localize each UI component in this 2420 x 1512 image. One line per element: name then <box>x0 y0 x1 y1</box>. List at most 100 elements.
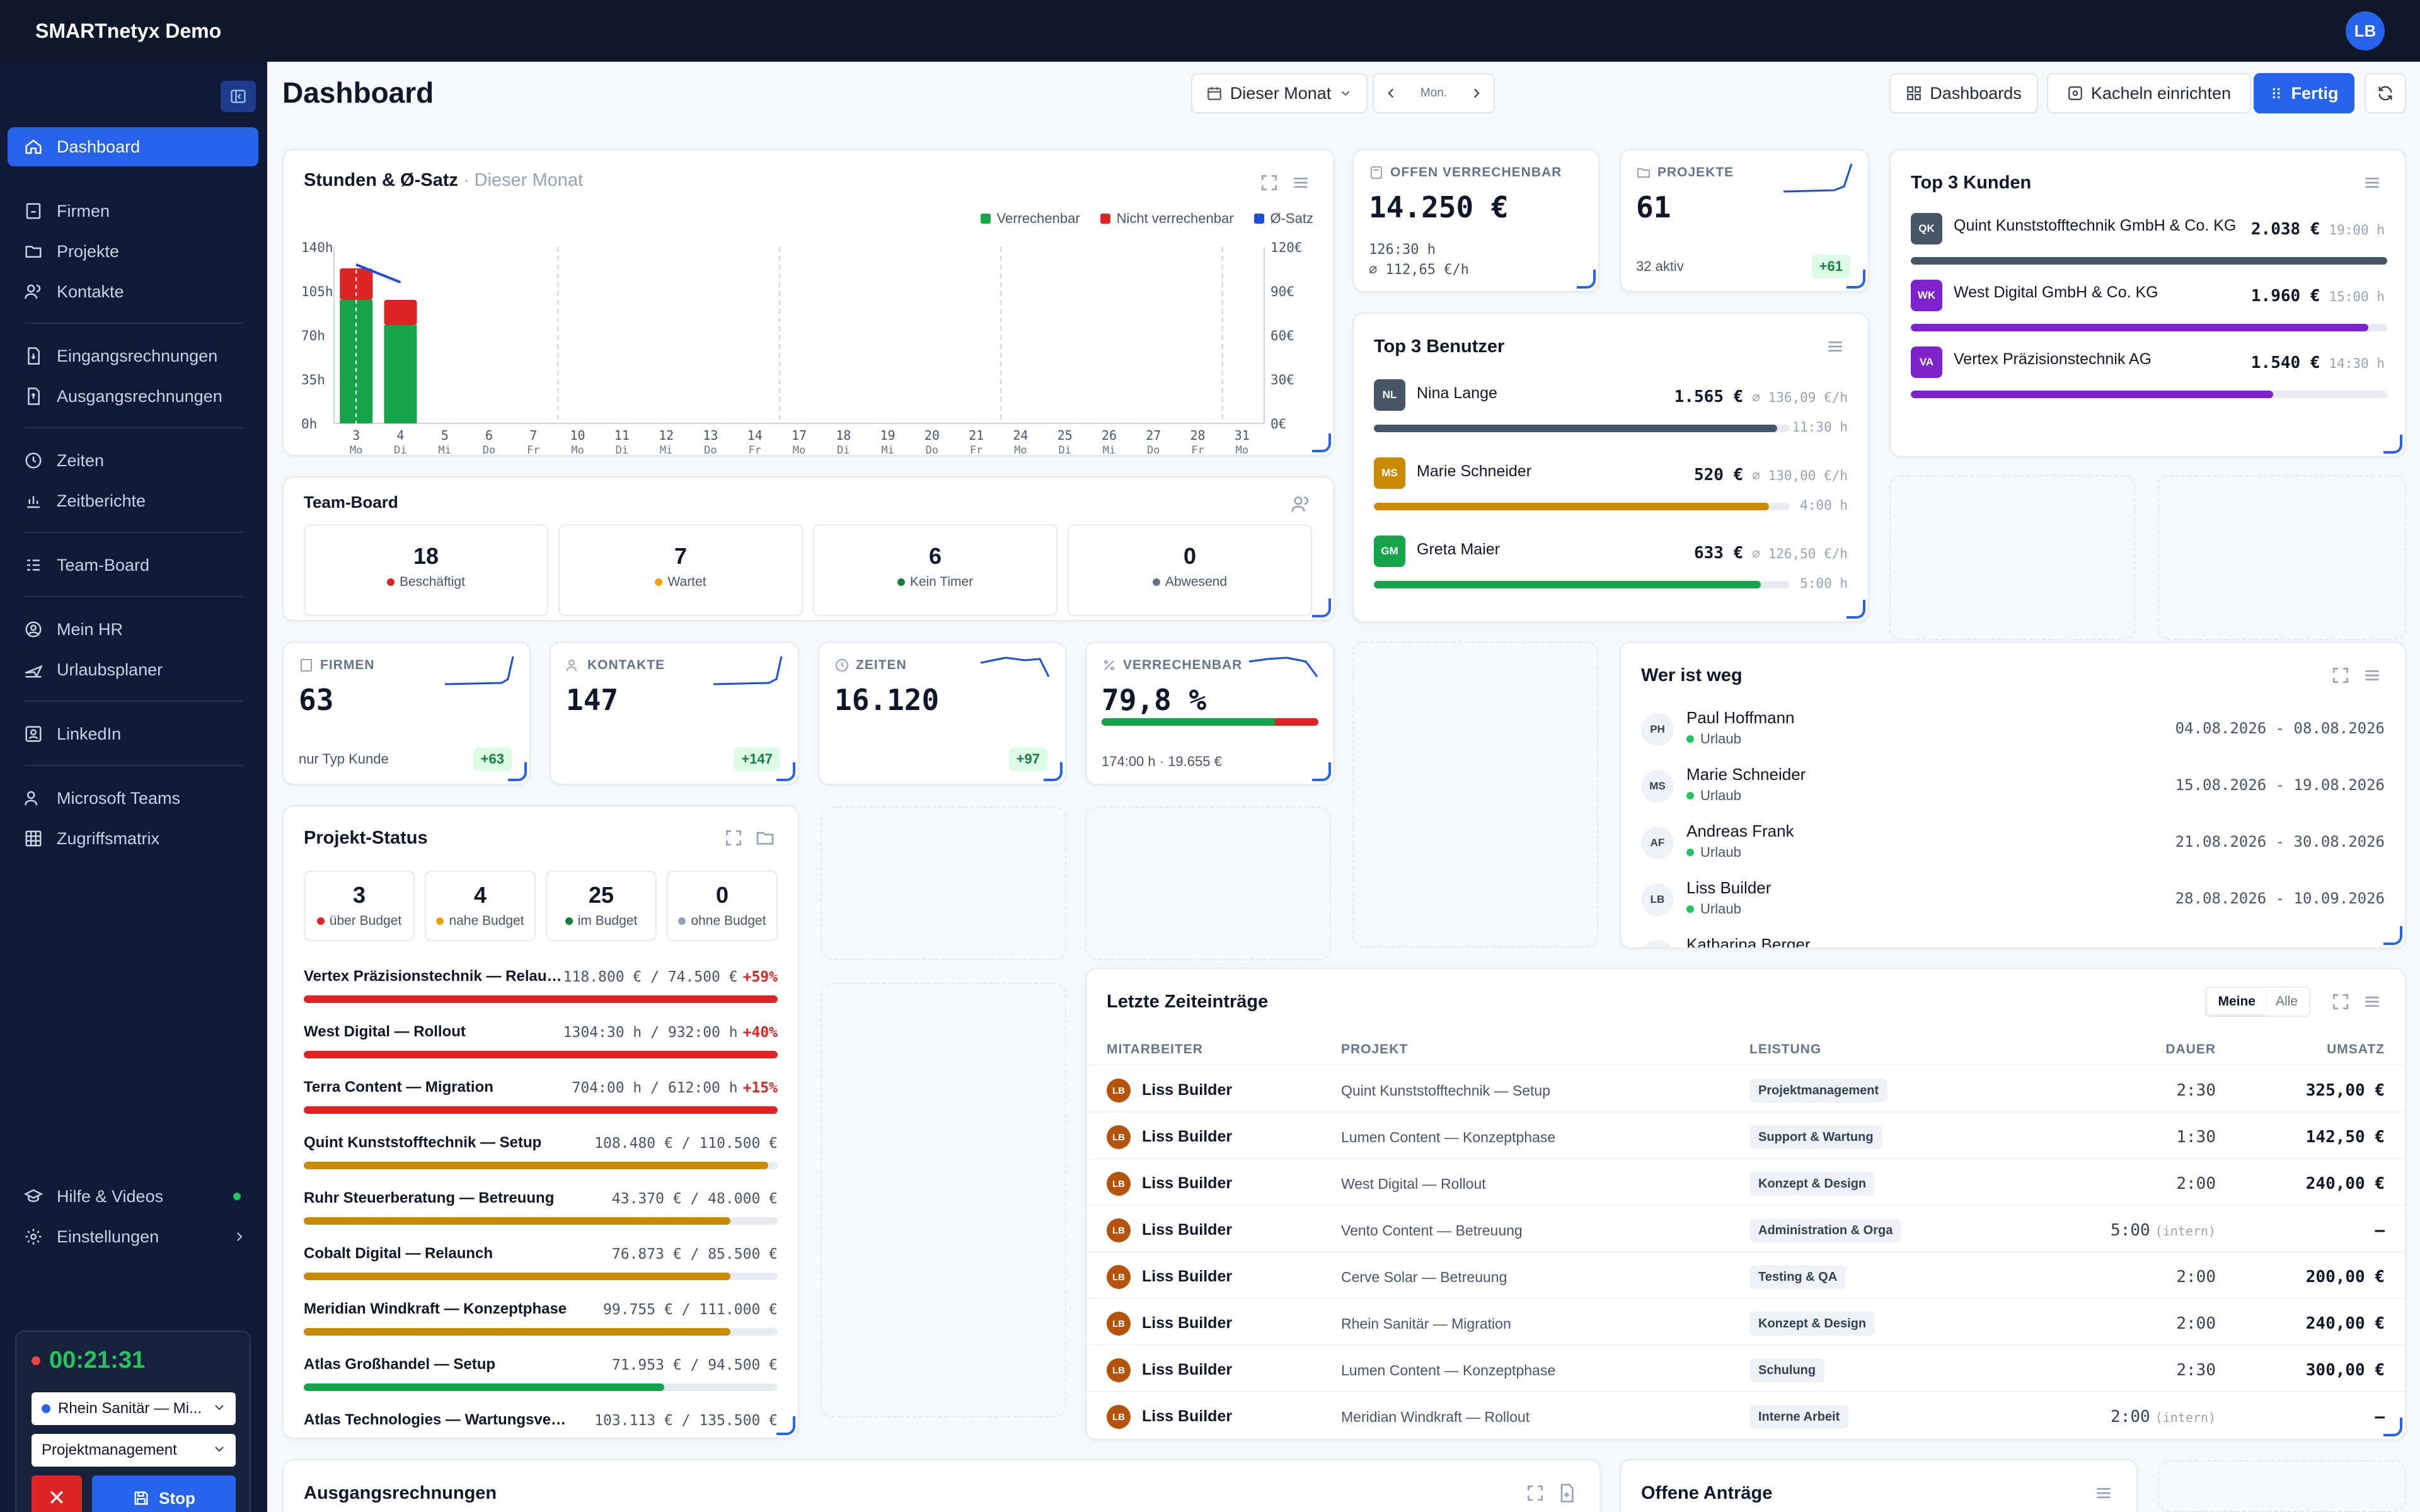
customer-name[interactable]: West Digital GmbH & Co. KG <box>1954 284 2158 301</box>
col-mitarbeiter[interactable]: MITARBEITER <box>1107 1042 1203 1057</box>
resize-handle[interactable] <box>2383 435 2402 454</box>
project-name[interactable]: Atlas Technologies — Wartungsvertrag <box>304 1411 568 1428</box>
users-icon[interactable] <box>1291 494 1311 514</box>
timer-project-select[interactable]: Rhein Sanitär — Mi... <box>32 1392 236 1425</box>
sidebar-item-ausgangsrechnungen[interactable]: Ausgangsrechnungen <box>8 377 258 416</box>
team-stat-waiting[interactable]: 7 Wartet <box>558 524 803 616</box>
file-add-icon[interactable] <box>1557 1483 1577 1503</box>
team-stat-absent[interactable]: 0 Abwesend <box>1068 524 1312 616</box>
absence-row[interactable]: MS Marie Schneider Urlaub 15.08.2026 - 19.0… <box>1641 762 2385 819</box>
resize-handle[interactable] <box>1312 433 1331 452</box>
customer-name[interactable]: Quint Kunststofftechnik GmbH & Co. KG <box>1954 217 2237 234</box>
toggle-alle[interactable]: Alle <box>2275 994 2298 1009</box>
project-name[interactable]: Atlas Großhandel — Setup <box>304 1356 496 1373</box>
resize-handle[interactable] <box>1312 598 1331 617</box>
col-dauer[interactable]: DAUER <box>2165 1042 2216 1057</box>
resize-handle[interactable] <box>1044 762 1063 781</box>
sidebar-item-projekte[interactable]: Projekte <box>8 232 258 271</box>
sidebar-item-hilfe[interactable]: Hilfe & Videos <box>8 1177 258 1216</box>
sidebar-item-team-board[interactable]: Team-Board <box>8 546 258 585</box>
team-stat-busy[interactable]: 18 Beschäftigt <box>304 524 548 616</box>
period-select[interactable]: Dieser Monat <box>1191 73 1368 113</box>
team-stat-no-timer[interactable]: 6 Kein Timer <box>813 524 1057 616</box>
table-row[interactable]: LB Liss Builder Meridian Windkraft — Rollo… <box>1086 1391 2405 1438</box>
project-name[interactable]: Cobalt Digital — Relaunch <box>304 1245 493 1262</box>
expand-icon[interactable] <box>1525 1483 1545 1503</box>
done-button[interactable]: Fertig <box>2254 73 2354 113</box>
dashboards-button[interactable]: Dashboards <box>1889 73 2038 113</box>
project-name[interactable]: Quint Kunststofftechnik — Setup <box>304 1134 542 1151</box>
col-projekt[interactable]: PROJEKT <box>1341 1042 1409 1057</box>
bar-billable[interactable] <box>384 325 417 423</box>
sidebar-item-einstellungen[interactable]: Einstellungen <box>8 1217 258 1256</box>
absence-row[interactable]: LB Liss Builder Urlaub 28.08.2026 - 10.09.2… <box>1641 876 2385 932</box>
resize-handle[interactable] <box>776 1416 795 1435</box>
project-name[interactable]: West Digital — Rollout <box>304 1023 466 1040</box>
absence-row[interactable]: AF Andreas Frank Urlaub 21.08.2026 - 30.08.… <box>1641 819 2385 876</box>
sidebar-collapse-button[interactable] <box>221 81 256 112</box>
table-row[interactable]: LB Liss Builder Lumen Content — Konzeptpha… <box>1086 1344 2405 1391</box>
sidebar-item-zeitberichte[interactable]: Zeitberichte <box>8 481 258 520</box>
menu-icon[interactable] <box>2362 992 2382 1012</box>
resize-handle[interactable] <box>2383 926 2402 945</box>
absence-row[interactable]: PH Paul Hoffmann Urlaub 04.08.2026 - 08.08.… <box>1641 706 2385 762</box>
timer-service-select[interactable]: Projektmanagement <box>32 1434 236 1467</box>
expand-icon[interactable] <box>723 828 744 848</box>
project-stat[interactable]: 0 ohne Budget <box>667 871 778 941</box>
tiles-setup-button[interactable]: Kacheln einrichten <box>2047 73 2251 113</box>
expand-icon[interactable] <box>2331 665 2351 685</box>
table-row[interactable]: LB Liss Builder Lumen Content — Konzeptpha… <box>1086 1111 2405 1158</box>
sidebar-item-zeiten[interactable]: Zeiten <box>8 441 258 480</box>
project-name[interactable]: Vertex Präzisionstechnik — Relaun... <box>304 968 568 985</box>
expand-icon[interactable] <box>1259 173 1279 193</box>
sidebar-item-firmen[interactable]: Firmen <box>8 192 258 231</box>
menu-icon[interactable] <box>2362 173 2382 193</box>
resize-handle[interactable] <box>508 762 527 781</box>
project-name[interactable]: Meridian Windkraft — Konzeptphase <box>304 1300 567 1317</box>
user-name[interactable]: Marie Schneider <box>1417 462 1532 480</box>
table-row[interactable]: LB Liss Builder West Digital — Rollout Konz… <box>1086 1158 2405 1205</box>
absence-row[interactable]: KB Katharina Berger <box>1641 932 2385 948</box>
timer-cancel-button[interactable]: ✕ <box>32 1475 82 1512</box>
user-avatar[interactable]: LB <box>2346 11 2385 50</box>
refresh-button[interactable] <box>2365 73 2406 113</box>
sidebar-item-mein-hr[interactable]: Mein HR <box>8 610 258 649</box>
sidebar-item-eingangsrechnungen[interactable]: Eingangsrechnungen <box>8 336 258 375</box>
resize-handle[interactable] <box>776 762 795 781</box>
col-umsatz[interactable]: UMSATZ <box>2327 1042 2385 1057</box>
sidebar-item-dashboard[interactable]: Dashboard <box>8 127 258 166</box>
sidebar-item-microsoft-teams[interactable]: Microsoft Teams <box>8 779 258 818</box>
project-name[interactable]: Ruhr Steuerberatung — Betreuung <box>304 1189 555 1206</box>
project-stat[interactable]: 3 über Budget <box>304 871 415 941</box>
project-stat[interactable]: 25 im Budget <box>546 871 657 941</box>
menu-icon[interactable] <box>2094 1483 2114 1503</box>
project-stat[interactable]: 4 nahe Budget <box>425 871 536 941</box>
sidebar-item-linkedin[interactable]: LinkedIn <box>8 714 258 753</box>
table-row[interactable]: LB Liss Builder Quint Kunststofftechnik — … <box>1086 1065 2405 1111</box>
bar-nonbillable[interactable] <box>340 268 373 300</box>
sidebar-item-urlaubsplaner[interactable]: Urlaubsplaner <box>8 650 258 689</box>
table-row[interactable]: LB Liss Builder Rhein Sanitär — Migration K… <box>1086 1298 2405 1344</box>
table-row[interactable]: LB Liss Builder Vento Content — Betreuung A… <box>1086 1205 2405 1251</box>
user-name[interactable]: Greta Maier <box>1417 541 1500 558</box>
menu-icon[interactable] <box>1825 336 1845 357</box>
resize-handle[interactable] <box>1847 600 1865 619</box>
resize-handle[interactable] <box>2383 1418 2402 1436</box>
project-name[interactable]: Terra Content — Migration <box>304 1079 493 1096</box>
menu-icon[interactable] <box>1291 173 1311 193</box>
col-leistung[interactable]: LEISTUNG <box>1749 1042 1822 1057</box>
resize-handle[interactable] <box>1847 270 1865 289</box>
folder-icon[interactable] <box>755 828 775 848</box>
menu-icon[interactable] <box>2362 665 2382 685</box>
sidebar-item-kontakte[interactable]: Kontakte <box>8 272 258 311</box>
resize-handle[interactable] <box>1577 270 1596 289</box>
expand-icon[interactable] <box>2331 992 2351 1012</box>
timer-stop-button[interactable]: Stop <box>92 1475 236 1512</box>
user-name[interactable]: Nina Lange <box>1417 384 1497 402</box>
customer-name[interactable]: Vertex Präzisionstechnik AG <box>1954 350 2152 368</box>
resize-handle[interactable] <box>1312 762 1331 781</box>
chevron-right-icon[interactable] <box>1468 85 1485 101</box>
table-row[interactable]: LB Liss Builder Cerve Solar — Betreuung Tes… <box>1086 1251 2405 1298</box>
chevron-left-icon[interactable] <box>1383 85 1399 101</box>
bar-nonbillable[interactable] <box>384 300 417 325</box>
